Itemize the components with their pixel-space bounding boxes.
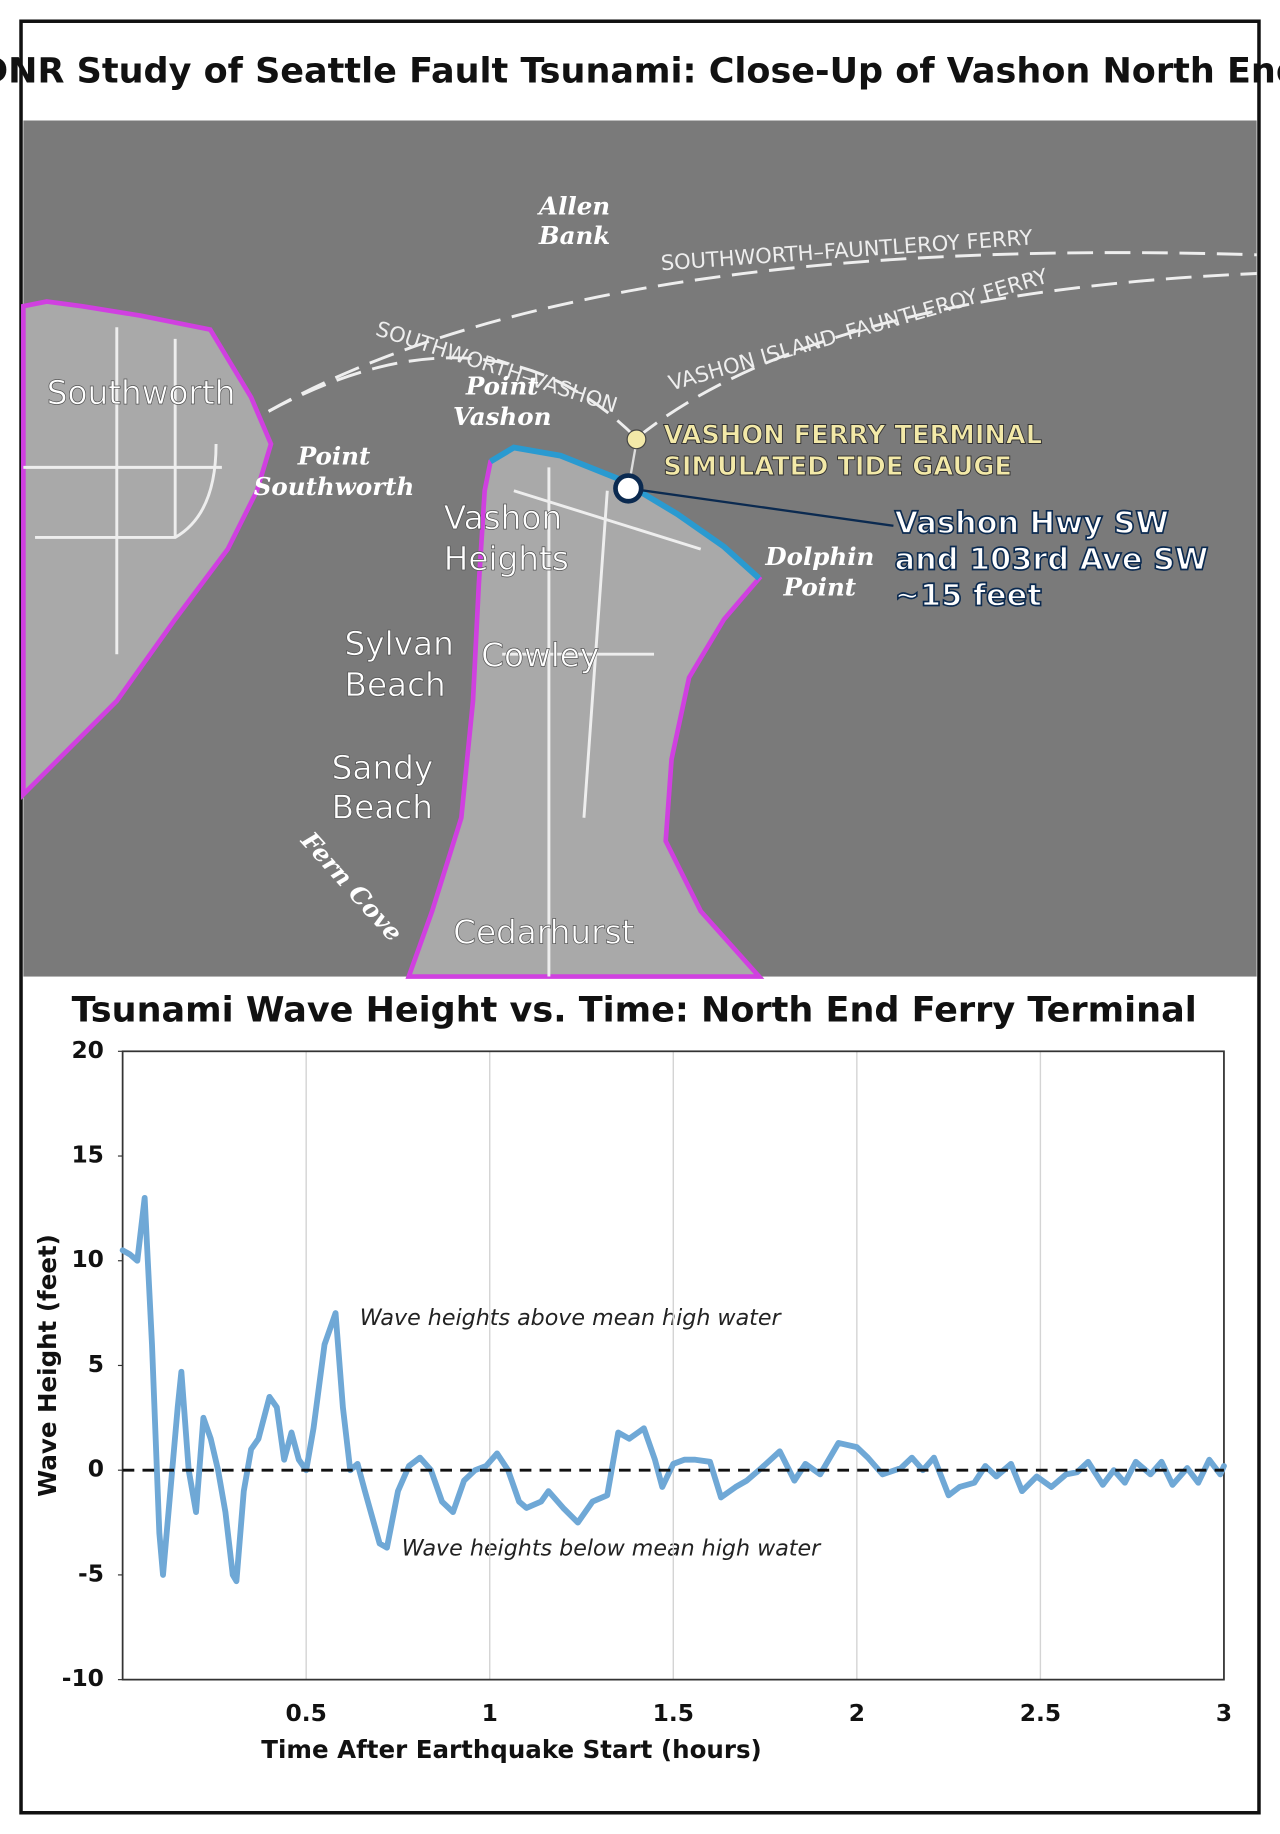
y-tick-label: 0	[88, 1455, 104, 1483]
ferry-route	[635, 272, 1257, 440]
location-marker	[613, 473, 644, 504]
map-label: and 103rd Ave SW	[895, 542, 1209, 577]
y-tick-label: 10	[71, 1245, 104, 1273]
map: Allen Bank SOUTHWORTH–FAUNTLEROY FERRY V…	[21, 120, 1257, 979]
map-label: VASHON FERRY TERMINAL	[663, 420, 1042, 450]
page-title: DNR Study of Seattle Fault Tsunami: Clos…	[0, 51, 1280, 92]
map-label: Southworth	[47, 374, 236, 412]
map-label: Cedarhurst	[453, 914, 634, 952]
land-southworth	[21, 299, 274, 801]
x-tick-label: 3	[1216, 1699, 1232, 1727]
y-tick-label: 5	[88, 1350, 104, 1378]
chart-title: Tsunami Wave Height vs. Time: North End …	[72, 990, 1197, 1031]
data-line	[119, 1194, 1227, 1585]
annotation: Wave heights below mean high water	[402, 1535, 822, 1561]
map-label: Southworth	[254, 472, 415, 501]
y-tick-label: -10	[62, 1664, 104, 1692]
map-label: Bank	[538, 221, 610, 250]
y-axis-label: Wave Height (feet)	[33, 1234, 62, 1497]
x-tick-label: 1.5	[653, 1699, 694, 1727]
ferry-route	[267, 356, 638, 440]
x-axis-label: Time After Earthquake Start (hours)	[261, 1735, 761, 1764]
callout-pointer	[628, 487, 894, 527]
x-tick-label: 2.5	[1020, 1699, 1061, 1727]
map-label: Beach	[332, 789, 433, 827]
map-label: Allen	[537, 192, 610, 221]
map-label: Point	[465, 371, 539, 400]
map-label: Beach	[345, 666, 446, 704]
annotation: Wave heights above mean high water	[360, 1305, 783, 1331]
y-tick-label: -5	[78, 1559, 104, 1587]
y-tick-label: 20	[71, 1036, 104, 1064]
map-label: Vashon	[444, 499, 562, 537]
map-label: Point	[783, 572, 857, 601]
map-label: SIMULATED TIDE GAUGE	[663, 452, 1012, 482]
map-label: Sandy	[332, 749, 434, 787]
map-label: Heights	[444, 540, 569, 578]
y-tick-label: 15	[71, 1141, 104, 1169]
plot-frame	[121, 1050, 1225, 1681]
map-label: Point	[297, 442, 371, 471]
map-label: Cowley	[481, 637, 599, 675]
x-tick-label: 1	[482, 1699, 498, 1727]
roads	[23, 327, 702, 977]
x-tick-label: 2	[849, 1699, 865, 1727]
map-label: Vashon Hwy SW	[895, 506, 1169, 541]
map-label: Vashon	[453, 402, 551, 431]
map-label: Sylvan	[345, 625, 454, 663]
ferry-route	[267, 251, 1257, 413]
tide-gauge	[626, 429, 647, 450]
x-tick-label: 0.5	[286, 1699, 327, 1727]
map-label: Dolphin	[764, 542, 874, 571]
map-label: ~15 feet	[895, 579, 1042, 614]
